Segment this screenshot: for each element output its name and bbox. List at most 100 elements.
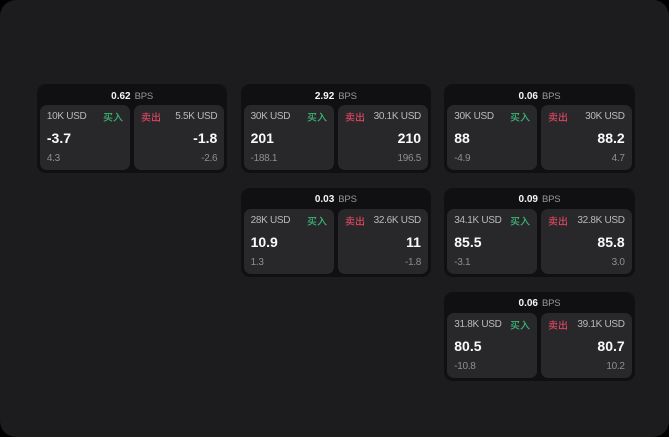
buy-side-label: [510, 112, 530, 122]
sell-side-label: [548, 216, 568, 226]
quote-panels: 28K USD 买入 10.9 1.3 卖出 32.6K USD 11 -1.8: [243, 209, 428, 275]
buy-delta: -188.1: [250, 153, 278, 165]
quote-card: 0.62 BPS 10K USD 买入 -3.7 4.3 卖出 5.5K USD: [36, 83, 228, 174]
buy-tile-header: 30K USD 买入: [454, 111, 530, 122]
buy-price: 85.5: [454, 233, 482, 250]
sell-amount-label: 39.1K USD: [577, 319, 625, 331]
quote-card: 0.06 BPS 30K USD 买入 88 -4.9 卖出 30K USD 8…: [444, 83, 635, 174]
card-header: 0.06 BPS: [447, 87, 631, 106]
buy-quote-tile[interactable]: 10K USD 买入 -3.7 4.3: [39, 105, 131, 171]
buy-amount-label: 10K USD: [46, 111, 87, 123]
buy-quote-tile[interactable]: 34.1K USD 买入 85.5 -3.1: [447, 209, 538, 275]
buy-delta: 4.3: [46, 153, 60, 165]
sell-price: 85.8: [597, 233, 625, 250]
buy-quote-tile[interactable]: 31.8K USD 买入 80.5 -10.8: [447, 313, 538, 379]
sell-quote-tile[interactable]: 卖出 30K USD 88.2 4.7: [541, 105, 632, 171]
buy-side-label: [307, 216, 327, 226]
sell-quote-tile[interactable]: 卖出 39.1K USD 80.7 10.2: [541, 313, 632, 379]
buy-price: -3.7: [46, 129, 72, 146]
buy-price: 88: [454, 129, 470, 146]
buy-tile-header: 34.1K USD 买入: [454, 215, 530, 226]
card-header: 2.92 BPS: [244, 87, 428, 106]
bps-unit-label: BPS: [338, 90, 357, 102]
bps-unit-label: BPS: [541, 298, 561, 310]
sell-quote-tile[interactable]: 卖出 32.6K USD 11 -1.8: [337, 209, 428, 275]
quote-panels: 30K USD 买入 88 -4.9 卖出 30K USD 88.2 4.7: [447, 105, 632, 171]
sell-tile-header: 卖出 30.1K USD: [345, 111, 421, 122]
sell-side-label: [141, 112, 161, 122]
quote-card: 0.09 BPS 34.1K USD 买入 85.5 -3.1 卖出 32.8K…: [444, 187, 635, 278]
buy-tile-header: 28K USD 买入: [251, 215, 327, 226]
buy-price: 10.9: [250, 233, 278, 250]
bps-value: 2.92: [314, 90, 335, 102]
buy-amount-label: 30K USD: [250, 111, 291, 123]
buy-tile-header: 31.8K USD 买入: [454, 319, 530, 330]
sell-delta: -2.6: [201, 153, 218, 165]
sell-quote-tile[interactable]: 卖出 32.8K USD 85.8 3.0: [541, 209, 632, 275]
sell-price: 88.2: [597, 129, 625, 146]
sell-tile-header: 卖出 5.5K USD: [141, 111, 218, 123]
quote-card: 0.03 BPS 28K USD 买入 10.9 1.3 卖出 32.6K US…: [240, 187, 431, 278]
sell-price: -1.8: [193, 129, 218, 146]
sell-price: 80.7: [597, 337, 625, 354]
buy-amount-label: 34.1K USD: [454, 215, 502, 227]
buy-delta: 1.3: [250, 257, 264, 269]
card-header: 0.62 BPS: [40, 87, 224, 106]
quote-grid: 0.62 BPS 10K USD 买入 -3.7 4.3 卖出 5.5K USD: [36, 83, 635, 382]
quote-card: 0.06 BPS 31.8K USD 买入 80.5 -10.8 卖出 39.1…: [444, 291, 635, 382]
sell-price: 11: [406, 233, 421, 250]
buy-price: 201: [250, 129, 274, 146]
bps-value: 0.06: [518, 90, 538, 102]
sell-side-label: [345, 112, 365, 122]
buy-delta: -3.1: [454, 257, 471, 269]
card-header: 0.06 BPS: [447, 295, 631, 314]
sell-tile-header: 卖出 39.1K USD: [548, 319, 625, 331]
sell-amount-label: 30.1K USD: [373, 111, 422, 123]
buy-delta: -10.8: [454, 361, 476, 373]
sell-amount-label: 32.6K USD: [373, 215, 422, 227]
bps-value: 0.03: [314, 194, 335, 206]
quote-panels: 34.1K USD 买入 85.5 -3.1 卖出 32.8K USD 85.8…: [447, 209, 632, 275]
buy-price: 80.5: [454, 337, 482, 354]
sell-delta: 196.5: [397, 153, 421, 165]
sell-side-label: [345, 216, 365, 226]
buy-tile-header: 10K USD 买入: [47, 111, 123, 122]
buy-quote-tile[interactable]: 30K USD 买入 88 -4.9: [447, 105, 538, 171]
card-header: 0.03 BPS: [244, 191, 428, 210]
sell-quote-tile[interactable]: 卖出 30.1K USD 210 196.5: [337, 105, 428, 171]
sell-amount-label: 30K USD: [585, 111, 625, 123]
quote-panels: 31.8K USD 买入 80.5 -10.8 卖出 39.1K USD 80.…: [447, 313, 632, 379]
buy-quote-tile[interactable]: 30K USD 买入 201 -188.1: [243, 105, 334, 171]
sell-tile-header: 卖出 32.6K USD: [345, 215, 421, 226]
sell-amount-label: 32.8K USD: [577, 215, 625, 227]
sell-quote-tile[interactable]: 卖出 5.5K USD -1.8 -2.6: [134, 105, 225, 171]
bps-unit-label: BPS: [338, 194, 357, 206]
bps-unit-label: BPS: [541, 90, 561, 102]
sell-delta: -1.8: [404, 257, 421, 269]
quote-panels: 30K USD 买入 201 -188.1 卖出 30.1K USD 210 1…: [243, 105, 428, 171]
quote-panels: 10K USD 买入 -3.7 4.3 卖出 5.5K USD -1.8 -2.…: [39, 105, 225, 171]
sell-delta: 10.2: [606, 361, 625, 373]
buy-tile-header: 30K USD 买入: [251, 111, 327, 122]
buy-side-label: [307, 112, 327, 122]
buy-quote-tile[interactable]: 28K USD 买入 10.9 1.3: [243, 209, 334, 275]
sell-tile-header: 卖出 32.8K USD: [548, 215, 625, 227]
bps-value: 0.06: [518, 298, 538, 310]
buy-amount-label: 28K USD: [250, 215, 291, 227]
buy-delta: -4.9: [454, 153, 471, 165]
buy-side-label: [103, 112, 123, 122]
sell-delta: 3.0: [611, 257, 625, 269]
sell-delta: 4.7: [611, 153, 625, 165]
card-header: 0.09 BPS: [447, 191, 631, 210]
buy-amount-label: 31.8K USD: [454, 319, 502, 331]
sell-amount-label: 5.5K USD: [175, 111, 218, 123]
sell-side-label: [548, 320, 568, 330]
buy-amount-label: 30K USD: [454, 111, 494, 123]
quote-card: 2.92 BPS 30K USD 买入 201 -188.1 卖出 30.1K …: [240, 83, 431, 174]
sell-price: 210: [397, 129, 421, 146]
buy-side-label: [510, 320, 530, 330]
bps-unit-label: BPS: [134, 90, 154, 102]
bps-unit-label: BPS: [541, 194, 561, 206]
bps-value: 0.09: [518, 194, 538, 206]
